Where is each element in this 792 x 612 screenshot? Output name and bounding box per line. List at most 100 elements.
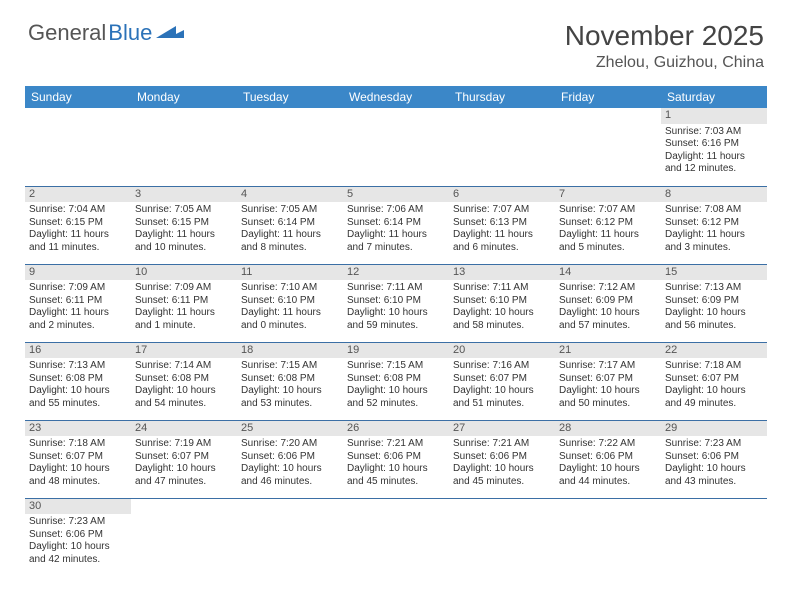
weekday-header: Friday bbox=[555, 86, 661, 108]
sunset-text: Sunset: 6:06 PM bbox=[241, 451, 339, 464]
sunrise-text: Sunrise: 7:11 AM bbox=[453, 282, 551, 295]
daylight-text: Daylight: 10 hours and 56 minutes. bbox=[665, 307, 763, 332]
calendar-day-cell: 19Sunrise: 7:15 AMSunset: 6:08 PMDayligh… bbox=[343, 342, 449, 420]
day-number: 19 bbox=[343, 343, 449, 359]
calendar-empty-cell bbox=[131, 498, 237, 576]
calendar-day-cell: 3Sunrise: 7:05 AMSunset: 6:15 PMDaylight… bbox=[131, 186, 237, 264]
calendar-day-cell: 12Sunrise: 7:11 AMSunset: 6:10 PMDayligh… bbox=[343, 264, 449, 342]
sunrise-text: Sunrise: 7:05 AM bbox=[135, 204, 233, 217]
sunrise-text: Sunrise: 7:03 AM bbox=[665, 126, 763, 139]
calendar-empty-cell bbox=[343, 108, 449, 186]
day-number: 21 bbox=[555, 343, 661, 359]
daylight-text: Daylight: 10 hours and 55 minutes. bbox=[29, 385, 127, 410]
day-number: 10 bbox=[131, 265, 237, 281]
sunset-text: Sunset: 6:06 PM bbox=[665, 451, 763, 464]
sunrise-text: Sunrise: 7:10 AM bbox=[241, 282, 339, 295]
calendar-week-row: 9Sunrise: 7:09 AMSunset: 6:11 PMDaylight… bbox=[25, 264, 767, 342]
sunset-text: Sunset: 6:14 PM bbox=[347, 217, 445, 230]
sunset-text: Sunset: 6:15 PM bbox=[135, 217, 233, 230]
day-number: 3 bbox=[131, 187, 237, 203]
sunrise-text: Sunrise: 7:15 AM bbox=[347, 360, 445, 373]
sunrise-text: Sunrise: 7:14 AM bbox=[135, 360, 233, 373]
logo: General Blue bbox=[28, 20, 184, 46]
calendar-day-cell: 13Sunrise: 7:11 AMSunset: 6:10 PMDayligh… bbox=[449, 264, 555, 342]
calendar-week-row: 1Sunrise: 7:03 AMSunset: 6:16 PMDaylight… bbox=[25, 108, 767, 186]
sunset-text: Sunset: 6:08 PM bbox=[347, 373, 445, 386]
sunset-text: Sunset: 6:09 PM bbox=[559, 295, 657, 308]
calendar-empty-cell bbox=[555, 498, 661, 576]
daylight-text: Daylight: 11 hours and 7 minutes. bbox=[347, 229, 445, 254]
day-number: 5 bbox=[343, 187, 449, 203]
calendar-week-row: 23Sunrise: 7:18 AMSunset: 6:07 PMDayligh… bbox=[25, 420, 767, 498]
sunset-text: Sunset: 6:08 PM bbox=[29, 373, 127, 386]
daylight-text: Daylight: 11 hours and 3 minutes. bbox=[665, 229, 763, 254]
calendar-empty-cell bbox=[131, 108, 237, 186]
calendar-day-cell: 22Sunrise: 7:18 AMSunset: 6:07 PMDayligh… bbox=[661, 342, 767, 420]
weekday-header: Sunday bbox=[25, 86, 131, 108]
sunset-text: Sunset: 6:14 PM bbox=[241, 217, 339, 230]
sunrise-text: Sunrise: 7:16 AM bbox=[453, 360, 551, 373]
sunrise-text: Sunrise: 7:22 AM bbox=[559, 438, 657, 451]
sunrise-text: Sunrise: 7:04 AM bbox=[29, 204, 127, 217]
sunset-text: Sunset: 6:06 PM bbox=[559, 451, 657, 464]
calendar-table: SundayMondayTuesdayWednesdayThursdayFrid… bbox=[25, 86, 767, 576]
sunset-text: Sunset: 6:07 PM bbox=[665, 373, 763, 386]
sunrise-text: Sunrise: 7:17 AM bbox=[559, 360, 657, 373]
sunrise-text: Sunrise: 7:21 AM bbox=[453, 438, 551, 451]
location-label: Zhelou, Guizhou, China bbox=[565, 54, 764, 72]
daylight-text: Daylight: 11 hours and 2 minutes. bbox=[29, 307, 127, 332]
calendar-empty-cell bbox=[555, 108, 661, 186]
day-number: 2 bbox=[25, 187, 131, 203]
sunrise-text: Sunrise: 7:08 AM bbox=[665, 204, 763, 217]
calendar-day-cell: 18Sunrise: 7:15 AMSunset: 6:08 PMDayligh… bbox=[237, 342, 343, 420]
sunset-text: Sunset: 6:08 PM bbox=[135, 373, 233, 386]
sunrise-text: Sunrise: 7:19 AM bbox=[135, 438, 233, 451]
daylight-text: Daylight: 11 hours and 8 minutes. bbox=[241, 229, 339, 254]
calendar-day-cell: 30Sunrise: 7:23 AMSunset: 6:06 PMDayligh… bbox=[25, 498, 131, 576]
title-area: November 2025 Zhelou, Guizhou, China bbox=[565, 20, 764, 72]
sunset-text: Sunset: 6:10 PM bbox=[347, 295, 445, 308]
daylight-text: Daylight: 10 hours and 45 minutes. bbox=[453, 463, 551, 488]
sunset-text: Sunset: 6:09 PM bbox=[665, 295, 763, 308]
calendar-empty-cell bbox=[661, 498, 767, 576]
day-number: 30 bbox=[25, 499, 131, 515]
sunset-text: Sunset: 6:13 PM bbox=[453, 217, 551, 230]
calendar-day-cell: 21Sunrise: 7:17 AMSunset: 6:07 PMDayligh… bbox=[555, 342, 661, 420]
calendar-day-cell: 1Sunrise: 7:03 AMSunset: 6:16 PMDaylight… bbox=[661, 108, 767, 186]
calendar-day-cell: 2Sunrise: 7:04 AMSunset: 6:15 PMDaylight… bbox=[25, 186, 131, 264]
daylight-text: Daylight: 10 hours and 48 minutes. bbox=[29, 463, 127, 488]
sunrise-text: Sunrise: 7:05 AM bbox=[241, 204, 339, 217]
day-number: 6 bbox=[449, 187, 555, 203]
day-number: 23 bbox=[25, 421, 131, 437]
sunset-text: Sunset: 6:12 PM bbox=[665, 217, 763, 230]
daylight-text: Daylight: 10 hours and 45 minutes. bbox=[347, 463, 445, 488]
calendar-day-cell: 8Sunrise: 7:08 AMSunset: 6:12 PMDaylight… bbox=[661, 186, 767, 264]
calendar-day-cell: 26Sunrise: 7:21 AMSunset: 6:06 PMDayligh… bbox=[343, 420, 449, 498]
sunrise-text: Sunrise: 7:23 AM bbox=[665, 438, 763, 451]
daylight-text: Daylight: 10 hours and 43 minutes. bbox=[665, 463, 763, 488]
sunrise-text: Sunrise: 7:11 AM bbox=[347, 282, 445, 295]
daylight-text: Daylight: 10 hours and 49 minutes. bbox=[665, 385, 763, 410]
daylight-text: Daylight: 10 hours and 59 minutes. bbox=[347, 307, 445, 332]
day-number: 27 bbox=[449, 421, 555, 437]
day-number: 1 bbox=[661, 108, 767, 124]
sunrise-text: Sunrise: 7:12 AM bbox=[559, 282, 657, 295]
day-number: 26 bbox=[343, 421, 449, 437]
calendar-day-cell: 10Sunrise: 7:09 AMSunset: 6:11 PMDayligh… bbox=[131, 264, 237, 342]
sunrise-text: Sunrise: 7:23 AM bbox=[29, 516, 127, 529]
calendar-empty-cell bbox=[343, 498, 449, 576]
sunset-text: Sunset: 6:08 PM bbox=[241, 373, 339, 386]
day-number: 7 bbox=[555, 187, 661, 203]
calendar-day-cell: 4Sunrise: 7:05 AMSunset: 6:14 PMDaylight… bbox=[237, 186, 343, 264]
calendar-empty-cell bbox=[25, 108, 131, 186]
sunrise-text: Sunrise: 7:21 AM bbox=[347, 438, 445, 451]
daylight-text: Daylight: 10 hours and 44 minutes. bbox=[559, 463, 657, 488]
sunrise-text: Sunrise: 7:06 AM bbox=[347, 204, 445, 217]
sunset-text: Sunset: 6:06 PM bbox=[29, 529, 127, 542]
sunset-text: Sunset: 6:15 PM bbox=[29, 217, 127, 230]
sunset-text: Sunset: 6:10 PM bbox=[453, 295, 551, 308]
day-number: 8 bbox=[661, 187, 767, 203]
calendar-day-cell: 29Sunrise: 7:23 AMSunset: 6:06 PMDayligh… bbox=[661, 420, 767, 498]
sunrise-text: Sunrise: 7:18 AM bbox=[29, 438, 127, 451]
weekday-header: Wednesday bbox=[343, 86, 449, 108]
